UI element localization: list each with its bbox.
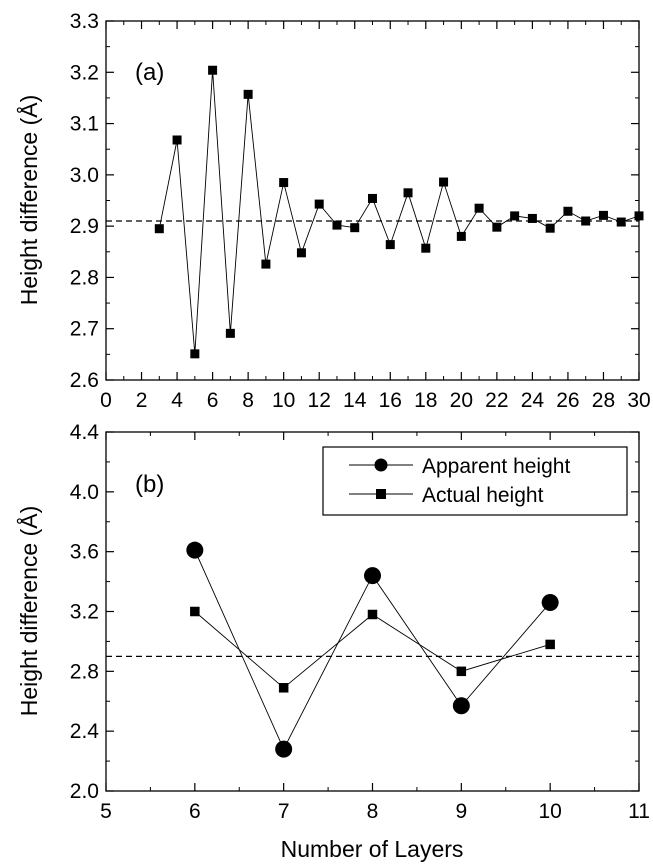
data-point-square xyxy=(421,243,431,253)
data-point-square xyxy=(350,223,360,233)
data-point-square xyxy=(172,135,182,145)
data-point-square xyxy=(545,639,555,650)
data-point-square xyxy=(385,240,395,250)
x-tick-label: 20 xyxy=(450,389,473,412)
x-tick-label: 10 xyxy=(538,800,561,823)
data-point-square xyxy=(616,217,626,227)
x-tick-label: 16 xyxy=(379,389,402,412)
x-tick-label: 14 xyxy=(343,389,367,412)
data-point-square xyxy=(243,89,253,99)
data-point-square xyxy=(154,224,164,234)
data-point-square xyxy=(527,213,537,223)
y-tick-label: 2.8 xyxy=(70,266,99,289)
legend-box xyxy=(322,446,628,516)
data-point-square xyxy=(314,199,324,209)
series-line-actual xyxy=(194,611,551,689)
data-point-square xyxy=(368,193,377,203)
x-tick-label: 0 xyxy=(100,389,112,412)
data-point-square xyxy=(279,178,289,188)
panel-label-a: (a) xyxy=(135,59,164,86)
x-tick-label: 28 xyxy=(592,389,615,412)
y-tick-label: 3.0 xyxy=(70,164,99,187)
y-tick-label: 2.7 xyxy=(70,318,99,341)
x-axis-label: Number of Layers xyxy=(281,836,464,862)
y-tick-label: 2.6 xyxy=(70,369,99,392)
axis-ticks-a xyxy=(105,20,640,381)
data-point-square xyxy=(581,216,591,226)
data-point-square xyxy=(563,206,573,216)
data-point-square xyxy=(456,231,466,241)
panel-a: 0 2 4 6 8 10 12 14 16 18 20 22 24 26 28 302.62.72.82.93… xyxy=(15,10,651,412)
y-tick-label: 2.8 xyxy=(70,660,99,683)
data-point-square xyxy=(278,683,289,693)
data-point-square xyxy=(492,222,502,232)
series-markers-actual xyxy=(190,606,555,693)
y-axis-label-a: Height difference (Å) xyxy=(15,95,42,306)
data-point-square xyxy=(474,203,484,213)
y-tick-label: 3.3 xyxy=(70,10,99,33)
series-markers-a-0 xyxy=(154,65,644,359)
panel-label-b: (b) xyxy=(135,471,164,498)
x-tick-label: 9 xyxy=(455,800,467,823)
legend-label-apparent: Apparent height xyxy=(422,455,570,478)
data-point-square xyxy=(332,220,342,230)
data-point-circle xyxy=(452,697,470,715)
data-point-square xyxy=(367,609,378,620)
series-markers-apparent xyxy=(186,541,559,758)
panel-b: 5 6 7 8 9 10 11 2.0 2.4 2.8 3.2 3.6 4.0 4.4 (b) Heigh… xyxy=(15,421,650,862)
data-point-circle xyxy=(186,541,204,559)
x-tick-label: 7 xyxy=(278,800,290,823)
data-point-square xyxy=(545,223,555,233)
data-point-square xyxy=(296,248,306,258)
axis-ticks-b xyxy=(105,431,640,792)
x-tick-label: 6 xyxy=(207,389,219,412)
x-tick-label: 18 xyxy=(414,389,437,412)
data-point-square xyxy=(634,211,644,221)
x-tick-label: 5 xyxy=(100,800,112,823)
data-point-square xyxy=(510,211,520,221)
data-point-square xyxy=(439,177,449,187)
data-point-circle xyxy=(275,740,293,758)
legend: Apparent height Actual height xyxy=(322,446,628,516)
y-tick-label: 2.0 xyxy=(70,780,99,803)
series-line-a-0 xyxy=(158,70,640,354)
x-tick-label: 26 xyxy=(556,389,579,412)
data-point-square xyxy=(225,328,235,338)
x-tick-label: 8 xyxy=(367,800,379,823)
tick-labels-b: 5 6 7 8 9 10 11 2.0 2.4 2.8 3.2 3.6 4.0 4.4 xyxy=(70,421,650,823)
x-tick-label: 30 xyxy=(627,389,650,412)
y-tick-label: 3.2 xyxy=(70,61,99,84)
x-tick-label: 8 xyxy=(242,389,254,412)
data-point-circle xyxy=(364,567,381,585)
x-tick-label: 2 xyxy=(136,389,148,412)
data-point-square xyxy=(190,606,200,617)
y-tick-label: 3.2 xyxy=(70,601,99,624)
data-point-square xyxy=(598,210,608,220)
y-axis-label-b: Height difference (Å) xyxy=(15,506,42,717)
x-tick-label: 11 xyxy=(628,800,650,823)
data-point-square xyxy=(190,349,200,359)
x-tick-label: 12 xyxy=(308,389,331,412)
legend-marker-apparent xyxy=(374,458,388,472)
data-point-square xyxy=(208,65,218,75)
data-point-square xyxy=(403,188,413,198)
x-tick-label: 10 xyxy=(272,389,295,412)
y-tick-label: 4.0 xyxy=(70,481,99,504)
data-point-square xyxy=(261,259,271,269)
data-point-circle xyxy=(541,594,559,612)
y-tick-label: 3.6 xyxy=(70,541,99,564)
x-tick-label: 22 xyxy=(485,389,508,412)
tick-labels-a: 0 2 4 6 8 10 12 14 16 18 20 22 24 26 28 302.62.72.82.93… xyxy=(70,10,651,412)
y-tick-label: 4.4 xyxy=(70,421,100,444)
y-tick-label: 2.9 xyxy=(70,215,99,238)
x-tick-label: 4 xyxy=(171,389,183,412)
x-tick-label: 24 xyxy=(521,389,545,412)
y-tick-label: 3.1 xyxy=(70,113,99,136)
x-tick-label: 6 xyxy=(189,800,201,823)
data-point-square xyxy=(456,666,467,677)
legend-label-actual: Actual height xyxy=(422,484,544,507)
y-tick-label: 2.4 xyxy=(70,720,100,743)
legend-marker-actual xyxy=(376,489,386,499)
